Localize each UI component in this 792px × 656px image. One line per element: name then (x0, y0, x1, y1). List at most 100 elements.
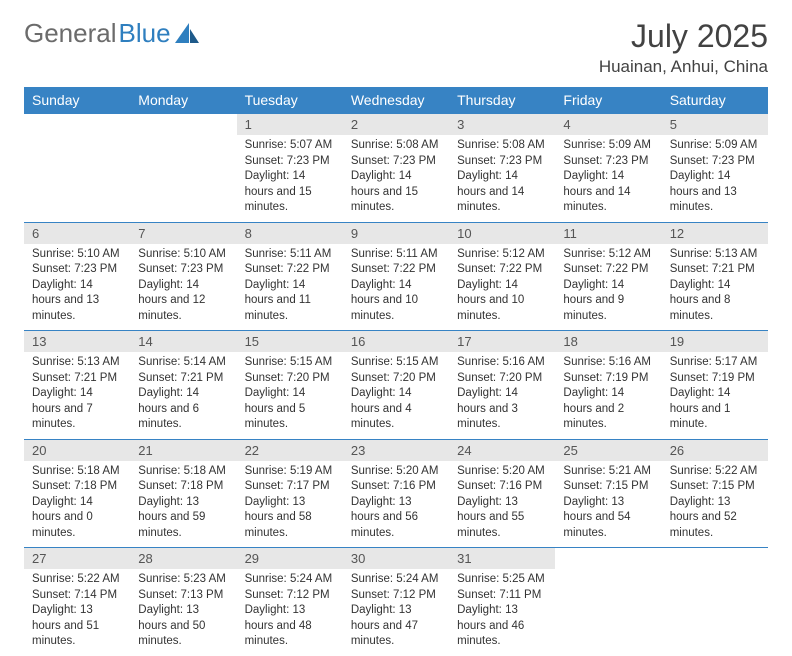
sunrise-line: Sunrise: 5:13 AM (670, 247, 760, 263)
day-body: Sunrise: 5:11 AMSunset: 7:22 PMDaylight:… (343, 244, 449, 331)
daylight-line: Daylight: 14 hours and 10 minutes. (457, 278, 547, 325)
sunset-line: Sunset: 7:19 PM (670, 371, 760, 387)
day-header-row: Sunday Monday Tuesday Wednesday Thursday… (24, 87, 768, 114)
day-header: Sunday (24, 87, 130, 114)
day-number: 8 (237, 223, 343, 244)
sunset-line: Sunset: 7:23 PM (563, 154, 653, 170)
daylight-value: 13 hours and 51 minutes. (32, 604, 99, 647)
daylight-value: 14 hours and 2 minutes. (563, 387, 624, 430)
daylight-value: 14 hours and 12 minutes. (138, 279, 205, 322)
daylight-line: Daylight: 14 hours and 10 minutes. (351, 278, 441, 325)
calendar-cell: 20Sunrise: 5:18 AMSunset: 7:18 PMDayligh… (24, 439, 130, 548)
sunrise-line: Sunrise: 5:12 AM (457, 247, 547, 263)
calendar-cell: 14Sunrise: 5:14 AMSunset: 7:21 PMDayligh… (130, 331, 236, 440)
calendar-cell: 18Sunrise: 5:16 AMSunset: 7:19 PMDayligh… (555, 331, 661, 440)
calendar-cell: 6Sunrise: 5:10 AMSunset: 7:23 PMDaylight… (24, 222, 130, 331)
daylight-line: Daylight: 13 hours and 50 minutes. (138, 603, 228, 650)
sunset-line: Sunset: 7:16 PM (351, 479, 441, 495)
day-body: Sunrise: 5:09 AMSunset: 7:23 PMDaylight:… (662, 135, 768, 222)
sunset-line: Sunset: 7:13 PM (138, 588, 228, 604)
sunrise-line: Sunrise: 5:11 AM (245, 247, 335, 263)
daylight-line: Daylight: 14 hours and 14 minutes. (457, 169, 547, 216)
day-body: Sunrise: 5:25 AMSunset: 7:11 PMDaylight:… (449, 569, 555, 656)
daylight-line: Daylight: 14 hours and 15 minutes. (245, 169, 335, 216)
sunset-value: 7:20 PM (393, 372, 436, 384)
day-header: Wednesday (343, 87, 449, 114)
daylight-line: Daylight: 14 hours and 6 minutes. (138, 386, 228, 433)
sunrise-line: Sunrise: 5:20 AM (351, 464, 441, 480)
daylight-line: Daylight: 14 hours and 9 minutes. (563, 278, 653, 325)
day-body: Sunrise: 5:08 AMSunset: 7:23 PMDaylight:… (449, 135, 555, 222)
day-number: 12 (662, 223, 768, 244)
daylight-line: Daylight: 13 hours and 47 minutes. (351, 603, 441, 650)
sunrise-line: Sunrise: 5:16 AM (563, 355, 653, 371)
sunset-value: 7:20 PM (287, 372, 330, 384)
logo-sail-icon (175, 23, 201, 45)
sunrise-value: 5:13 AM (77, 356, 119, 368)
daylight-value: 14 hours and 13 minutes. (32, 279, 99, 322)
daylight-value: 13 hours and 47 minutes. (351, 604, 418, 647)
daylight-value: 14 hours and 8 minutes. (670, 279, 731, 322)
day-number: 18 (555, 331, 661, 352)
daylight-line: Daylight: 14 hours and 2 minutes. (563, 386, 653, 433)
sunset-line: Sunset: 7:15 PM (670, 479, 760, 495)
sunrise-line: Sunrise: 5:18 AM (138, 464, 228, 480)
daylight-value: 14 hours and 1 minute. (670, 387, 731, 430)
day-number: 27 (24, 548, 130, 569)
day-number: 5 (662, 114, 768, 135)
sunset-value: 7:21 PM (712, 263, 755, 275)
sunrise-line: Sunrise: 5:15 AM (245, 355, 335, 371)
sunset-value: 7:11 PM (499, 589, 541, 601)
day-number: 24 (449, 440, 555, 461)
sunset-line: Sunset: 7:20 PM (245, 371, 335, 387)
sunrise-line: Sunrise: 5:25 AM (457, 572, 547, 588)
sunset-value: 7:23 PM (287, 155, 330, 167)
day-number: 20 (24, 440, 130, 461)
sunset-value: 7:23 PM (712, 155, 755, 167)
sunrise-line: Sunrise: 5:14 AM (138, 355, 228, 371)
calendar-table: Sunday Monday Tuesday Wednesday Thursday… (24, 87, 768, 656)
sunset-line: Sunset: 7:20 PM (457, 371, 547, 387)
sunset-line: Sunset: 7:23 PM (138, 262, 228, 278)
calendar-cell: 28Sunrise: 5:23 AMSunset: 7:13 PMDayligh… (130, 548, 236, 656)
sunset-line: Sunset: 7:18 PM (138, 479, 228, 495)
sunrise-value: 5:18 AM (184, 465, 226, 477)
sunrise-value: 5:10 AM (184, 248, 226, 260)
day-number: 11 (555, 223, 661, 244)
sunrise-value: 5:09 AM (715, 139, 757, 151)
day-number: 30 (343, 548, 449, 569)
day-body: Sunrise: 5:08 AMSunset: 7:23 PMDaylight:… (343, 135, 449, 222)
day-number: 26 (662, 440, 768, 461)
day-body: Sunrise: 5:07 AMSunset: 7:23 PMDaylight:… (237, 135, 343, 222)
calendar-week-row: 20 Sunrise: 5:18 AMSunset: 7:18 PMDayligh… (24, 439, 768, 548)
daylight-value: 14 hours and 15 minutes. (351, 170, 418, 213)
daylight-line: Daylight: 13 hours and 59 minutes. (138, 495, 228, 542)
sunrise-value: 5:15 AM (396, 356, 438, 368)
day-body: Sunrise: 5:12 AMSunset: 7:22 PMDaylight:… (555, 244, 661, 331)
calendar-cell: 31Sunrise: 5:25 AMSunset: 7:11 PMDayligh… (449, 548, 555, 656)
sunrise-line: Sunrise: 5:10 AM (32, 247, 122, 263)
calendar-body: ....1Sunrise: 5:07 AMSunset: 7:23 PMDayl… (24, 114, 768, 656)
sunset-line: Sunset: 7:20 PM (351, 371, 441, 387)
day-number: 14 (130, 331, 236, 352)
daylight-line: Daylight: 14 hours and 13 minutes. (670, 169, 760, 216)
title-block: July 2025 Huainan, Anhui, China (599, 18, 768, 77)
logo-word2: Blue (119, 18, 171, 49)
header: GeneralBlue July 2025 Huainan, Anhui, Ch… (24, 18, 768, 77)
day-number: 4 (555, 114, 661, 135)
day-body: Sunrise: 5:20 AMSunset: 7:16 PMDaylight:… (343, 461, 449, 548)
sunrise-value: 5:20 AM (396, 465, 438, 477)
sunrise-line: Sunrise: 5:16 AM (457, 355, 547, 371)
sunrise-line: Sunrise: 5:21 AM (563, 464, 653, 480)
sunset-line: Sunset: 7:11 PM (457, 588, 547, 604)
day-number: 3 (449, 114, 555, 135)
day-number: 16 (343, 331, 449, 352)
day-header: Friday (555, 87, 661, 114)
day-number: 31 (449, 548, 555, 569)
day-body: Sunrise: 5:23 AMSunset: 7:13 PMDaylight:… (130, 569, 236, 656)
sunrise-value: 5:20 AM (503, 465, 545, 477)
sunset-line: Sunset: 7:23 PM (351, 154, 441, 170)
sunrise-value: 5:23 AM (184, 573, 226, 585)
daylight-value: 14 hours and 11 minutes. (245, 279, 311, 322)
calendar-cell: 30Sunrise: 5:24 AMSunset: 7:12 PMDayligh… (343, 548, 449, 656)
